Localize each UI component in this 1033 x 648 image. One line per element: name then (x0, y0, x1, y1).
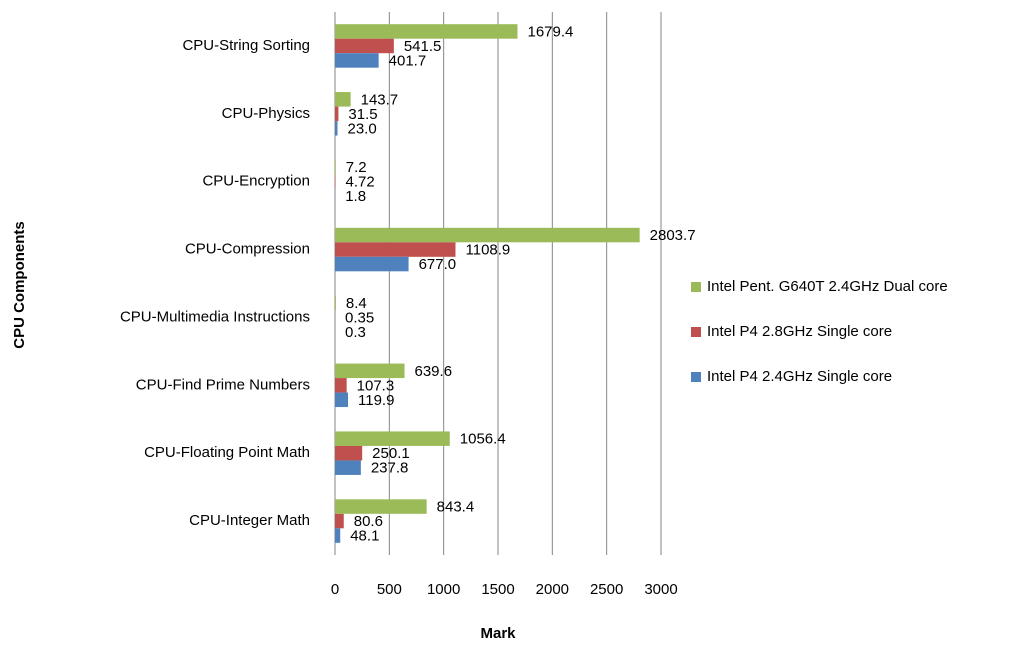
bar (335, 256, 409, 272)
value-label: 0.35 (345, 309, 374, 326)
bar (335, 295, 336, 311)
legend-label: Intel P4 2.8GHz Single core (707, 323, 892, 340)
value-label: 8.4 (346, 295, 367, 312)
bar (335, 24, 518, 39)
value-label: 143.7 (361, 91, 399, 108)
y-tick-label: CPU-Find Prime Numbers (136, 376, 310, 393)
value-label: 677.0 (419, 256, 457, 273)
value-label: 48.1 (350, 528, 379, 545)
value-label: 107.3 (357, 377, 395, 394)
value-label: 1.8 (345, 188, 366, 205)
bar (335, 363, 405, 379)
bar (335, 528, 341, 543)
x-tick-label: 3000 (644, 581, 677, 598)
value-label: 23.0 (347, 120, 376, 137)
bar (335, 445, 363, 461)
value-label: 639.6 (415, 363, 453, 380)
bar (335, 378, 347, 393)
x-tick-label: 2000 (536, 581, 569, 598)
value-label: 541.5 (404, 38, 442, 55)
value-label: 31.5 (348, 106, 377, 123)
bar (335, 38, 394, 54)
legend-swatch (691, 327, 701, 337)
legend-label: Intel Pent. G640T 2.4GHz Dual core (707, 278, 948, 295)
legend-label: Intel P4 2.4GHz Single core (707, 368, 892, 385)
value-label: 2803.7 (650, 227, 696, 244)
bar (335, 92, 351, 107)
bar (335, 499, 427, 514)
x-tick-label: 0 (331, 581, 339, 598)
bar (335, 392, 349, 408)
bar (335, 227, 640, 243)
value-label: 1108.9 (466, 242, 511, 259)
bar (335, 513, 344, 529)
x-tick-label: 1500 (481, 581, 514, 598)
y-tick-label: CPU-String Sorting (182, 37, 310, 54)
bar (335, 174, 336, 189)
legend-swatch (691, 372, 701, 382)
y-tick-label: CPU-Multimedia Instructions (120, 308, 310, 325)
bar (335, 53, 379, 68)
value-label: 0.3 (345, 324, 366, 341)
y-tick-label: CPU-Floating Point Math (144, 444, 310, 461)
bar (335, 106, 339, 122)
y-tick-label: CPU-Compression (185, 241, 310, 258)
value-label: 237.8 (371, 460, 409, 477)
value-label: 250.1 (372, 445, 410, 462)
value-label: 1056.4 (460, 431, 506, 448)
x-tick-label: 500 (377, 581, 402, 598)
x-tick-label: 1000 (427, 581, 460, 598)
bar (335, 159, 336, 175)
y-tick-label: CPU-Encryption (202, 173, 310, 190)
legend-swatch (691, 282, 701, 292)
value-label: 843.4 (437, 499, 475, 516)
x-tick-label: 2500 (590, 581, 623, 598)
bar (335, 242, 456, 257)
y-axis-title: CPU Components (11, 221, 28, 349)
bar (335, 460, 361, 475)
bar (335, 431, 450, 446)
y-tick-label: CPU-Physics (222, 105, 310, 122)
x-axis-title: Mark (480, 625, 516, 642)
y-tick-label: CPU-Integer Math (189, 512, 310, 529)
bar (335, 121, 338, 136)
value-label: 7.2 (346, 159, 367, 176)
value-label: 401.7 (389, 52, 427, 69)
value-label: 1679.4 (527, 23, 573, 40)
value-label: 80.6 (354, 513, 383, 530)
value-label: 4.72 (346, 174, 375, 191)
value-label: 119.9 (358, 392, 394, 409)
